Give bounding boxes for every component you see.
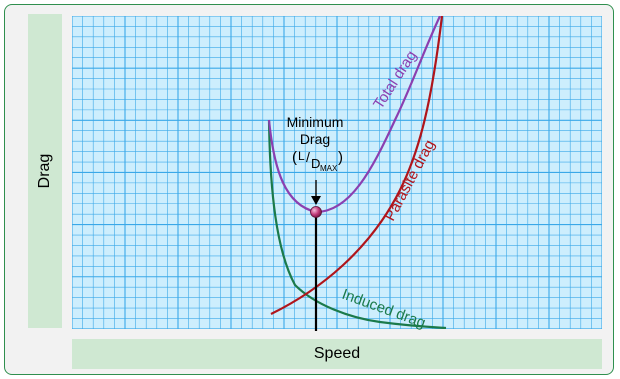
ld-max-subscript: MAX	[320, 164, 338, 173]
y-axis-label-box	[28, 14, 62, 328]
annotation-minimum: Minimum	[287, 114, 344, 130]
annotation-drag: Drag	[300, 131, 330, 147]
annotation-arrowhead	[311, 196, 321, 205]
min-drag-point	[310, 206, 322, 218]
ld-max-label: ( L / D MAX )	[292, 149, 343, 173]
ld-paren-close: )	[338, 149, 343, 166]
induced-drag-curve	[267, 119, 447, 329]
x-axis-label-box	[72, 339, 602, 369]
ld-paren-open: (	[292, 149, 297, 166]
x-axis-label: Speed	[313, 345, 361, 362]
ld-l: L	[298, 149, 305, 163]
ld-slash: /	[306, 149, 310, 165]
total-drag-curve	[267, 16, 441, 214]
ld-d: D	[311, 156, 320, 171]
